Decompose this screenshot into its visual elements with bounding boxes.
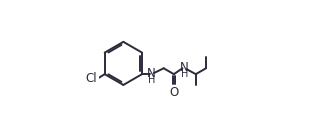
Text: H: H — [181, 69, 189, 79]
Text: N: N — [180, 61, 189, 74]
Text: O: O — [169, 86, 179, 99]
Text: N: N — [147, 67, 156, 80]
Text: Cl: Cl — [86, 72, 97, 85]
Text: H: H — [148, 75, 156, 85]
